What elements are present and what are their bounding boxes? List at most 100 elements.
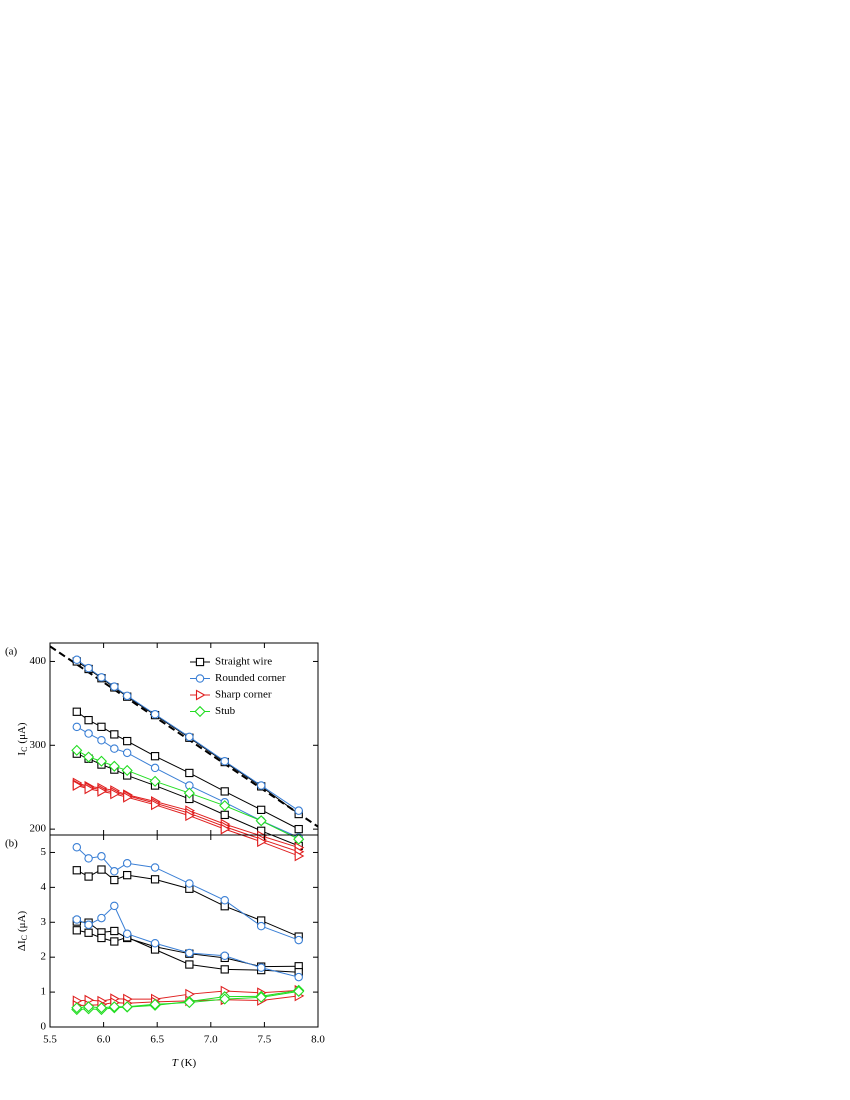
marker xyxy=(108,760,120,772)
marker xyxy=(71,744,83,756)
marker xyxy=(110,875,119,885)
marker xyxy=(185,948,194,958)
marker xyxy=(72,655,82,665)
marker xyxy=(97,865,106,874)
panel-label: (b) xyxy=(5,838,18,850)
marker xyxy=(150,752,160,761)
legend-label: Sharp corner xyxy=(215,689,272,701)
marker xyxy=(185,810,195,822)
marker xyxy=(95,755,108,767)
marker xyxy=(97,673,106,682)
marker xyxy=(122,859,132,868)
y-label-main: I xyxy=(16,752,28,756)
plot-frame xyxy=(49,834,319,1028)
marker xyxy=(123,870,132,880)
marker xyxy=(256,781,266,790)
x-tick-label: 8.0 xyxy=(311,1034,325,1046)
marker xyxy=(220,965,229,974)
marker xyxy=(220,756,229,766)
marker xyxy=(151,799,161,811)
series-line xyxy=(76,726,299,838)
marker xyxy=(293,985,305,997)
marker xyxy=(185,988,195,1000)
marker xyxy=(83,751,95,763)
marker xyxy=(110,937,119,946)
marker xyxy=(294,850,305,862)
marker xyxy=(84,920,93,929)
series-line xyxy=(76,784,299,853)
marker xyxy=(71,1002,83,1014)
marker xyxy=(123,791,133,803)
legend-marker xyxy=(194,705,206,718)
marker xyxy=(122,691,132,701)
marker xyxy=(220,896,229,905)
y-tick-label: 2 xyxy=(41,951,47,963)
marker xyxy=(84,872,93,881)
series-line xyxy=(76,929,299,973)
x-label-var: T xyxy=(172,1057,179,1069)
marker xyxy=(110,926,119,936)
marker xyxy=(84,715,93,725)
y-tick-label: 1 xyxy=(41,986,47,998)
marker xyxy=(294,824,303,834)
y-axis-label: ΔIC (μA) xyxy=(16,911,29,952)
marker xyxy=(110,867,119,876)
y-tick-label: 400 xyxy=(30,655,47,667)
marker xyxy=(110,901,119,911)
marker xyxy=(97,933,106,943)
y-label-sub: C xyxy=(20,935,29,940)
series-line xyxy=(76,995,299,1006)
marker xyxy=(294,972,303,982)
legend-marker xyxy=(195,657,205,667)
marker xyxy=(219,800,231,812)
marker xyxy=(97,736,106,745)
marker xyxy=(150,863,160,872)
marker xyxy=(123,736,132,746)
marker xyxy=(185,960,194,969)
x-tick-label: 6.5 xyxy=(150,1034,164,1046)
series-line xyxy=(76,782,299,849)
marker xyxy=(256,921,266,931)
marker xyxy=(84,928,93,937)
marker xyxy=(110,788,120,800)
marker xyxy=(150,710,160,719)
marker xyxy=(220,823,231,835)
marker xyxy=(255,991,267,1003)
marker xyxy=(72,780,83,791)
legend-label: Stub xyxy=(215,705,236,717)
marker xyxy=(84,729,93,738)
x-tick-label: 5.5 xyxy=(43,1034,57,1046)
marker xyxy=(97,722,106,731)
marker xyxy=(257,836,267,848)
y-tick-label: 3 xyxy=(41,916,47,928)
panel-label: (a) xyxy=(5,646,18,658)
marker xyxy=(183,996,195,1009)
x-axis-label: T (K) xyxy=(172,1057,197,1069)
marker xyxy=(220,787,229,796)
marker xyxy=(149,775,161,787)
marker xyxy=(256,963,266,972)
legend-marker xyxy=(195,674,205,683)
marker xyxy=(149,998,161,1010)
series-line xyxy=(76,921,299,968)
marker xyxy=(110,682,119,691)
series-line xyxy=(76,990,299,1009)
legend-label: Straight wire xyxy=(215,656,272,668)
marker xyxy=(294,806,303,815)
marker xyxy=(84,854,93,863)
y-tick-label: 0 xyxy=(41,1021,47,1033)
marker xyxy=(72,722,82,732)
marker xyxy=(72,842,82,852)
y-tick-label: 300 xyxy=(30,739,47,751)
y-label-sub: C xyxy=(20,747,29,752)
series-line xyxy=(76,905,299,978)
y-tick-label: 200 xyxy=(30,823,47,835)
marker xyxy=(255,815,267,827)
marker xyxy=(84,663,93,673)
marker xyxy=(72,866,81,875)
marker xyxy=(185,879,194,888)
x-tick-label: 6.0 xyxy=(97,1034,111,1046)
marker xyxy=(183,787,195,799)
y-label-main: ΔI xyxy=(16,940,28,951)
